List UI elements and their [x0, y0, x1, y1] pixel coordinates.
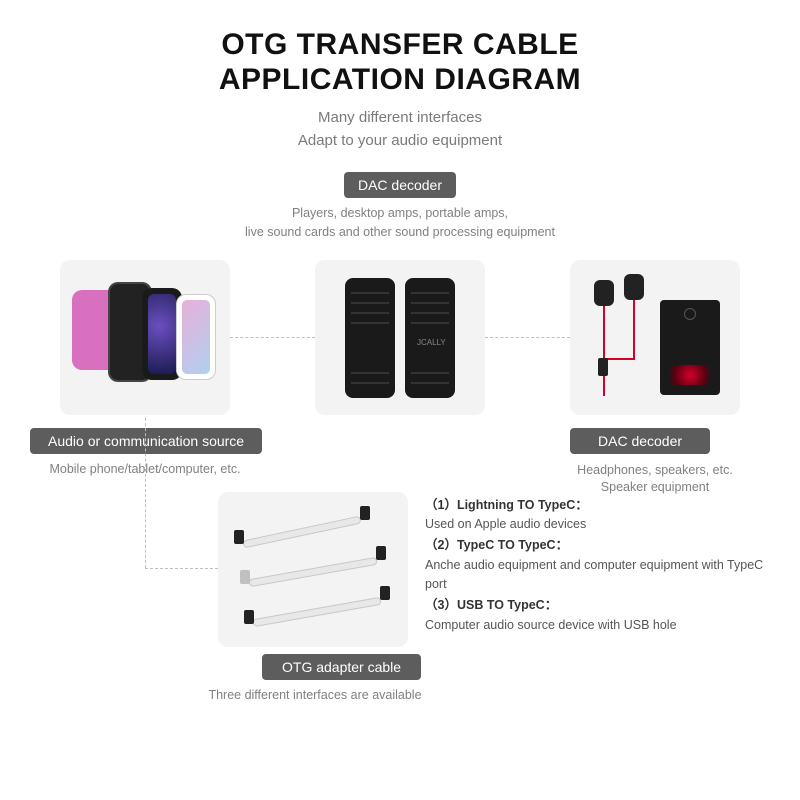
subtitle-line2: Adapt to your audio equipment — [298, 132, 502, 149]
card-output-devices — [570, 260, 740, 415]
list-1-head: （1）Lightning TO TypeC： — [425, 496, 765, 515]
cable-2-plug-b — [376, 546, 386, 560]
list-1-desc: Used on Apple audio devices — [425, 515, 765, 534]
bottom-area: （1）Lightning TO TypeC： Used on Apple aud… — [0, 492, 800, 722]
card-dac-decoder: JCALLY — [315, 260, 485, 415]
subtitle: Many different interfaces Adapt to your … — [0, 107, 800, 152]
cable-2-plug-a — [240, 570, 250, 584]
cable-3-plug-b — [380, 586, 390, 600]
earbud-left — [594, 280, 614, 306]
card-source-devices — [60, 260, 230, 415]
list-2-head: （2）TypeC TO TypeC： — [425, 536, 765, 555]
caption-bottom: Three different interfaces are available — [185, 688, 445, 702]
speaker-glow — [670, 365, 710, 385]
badge-output: DAC decoder — [570, 428, 710, 454]
device-phone-3 — [176, 294, 216, 380]
cable-2 — [248, 556, 377, 586]
cable-3-plug-a — [244, 610, 254, 624]
main-title-line2: APPLICATION DIAGRAM — [0, 63, 800, 98]
cable-1-plug-a — [234, 530, 244, 544]
wire-1 — [603, 306, 605, 396]
inline-control — [598, 358, 608, 376]
earbud-right — [624, 274, 644, 300]
list-2-desc: Anche audio equipment and computer equip… — [425, 556, 765, 595]
subtitle-line1: Many different interfaces — [318, 109, 482, 126]
top-badge-wrap: DAC decoder — [0, 172, 800, 198]
cable-1-plug-b — [360, 506, 370, 520]
wire-2 — [633, 300, 635, 360]
badge-source-wrap: Audio or communication source — [30, 428, 262, 454]
card-cables — [218, 492, 408, 647]
speaker — [660, 300, 720, 395]
list-3-head: （3）USB TO TypeC： — [425, 596, 765, 615]
badge-dac-top: DAC decoder — [344, 172, 456, 198]
badge-output-wrap: DAC decoder — [570, 428, 710, 454]
dac-unit-2: JCALLY — [405, 278, 455, 398]
diagram-row: JCALLY — [0, 252, 800, 422]
top-desc-line1: Players, desktop amps, portable amps, — [292, 206, 508, 220]
cable-1 — [242, 515, 361, 548]
badge-otg: OTG adapter cable — [262, 654, 421, 680]
title-block: OTG TRANSFER CABLE APPLICATION DIAGRAM M… — [0, 0, 800, 152]
main-title-line1: OTG TRANSFER CABLE — [0, 28, 800, 63]
connector-right — [485, 337, 570, 338]
label-row: Audio or communication source DAC decode… — [0, 428, 800, 488]
top-desc-line2: live sound cards and other sound process… — [245, 225, 555, 239]
badge-otg-wrap: OTG adapter cable — [262, 654, 421, 680]
list-3-desc: Computer audio source device with USB ho… — [425, 616, 765, 635]
dac-unit-1 — [345, 278, 395, 398]
caption-output-l1: Headphones, speakers, etc. — [577, 463, 733, 477]
cable-3 — [252, 596, 381, 626]
cable-list: （1）Lightning TO TypeC： Used on Apple aud… — [425, 494, 765, 638]
badge-source: Audio or communication source — [30, 428, 262, 454]
top-description: Players, desktop amps, portable amps, li… — [0, 204, 800, 242]
connector-left — [230, 337, 315, 338]
